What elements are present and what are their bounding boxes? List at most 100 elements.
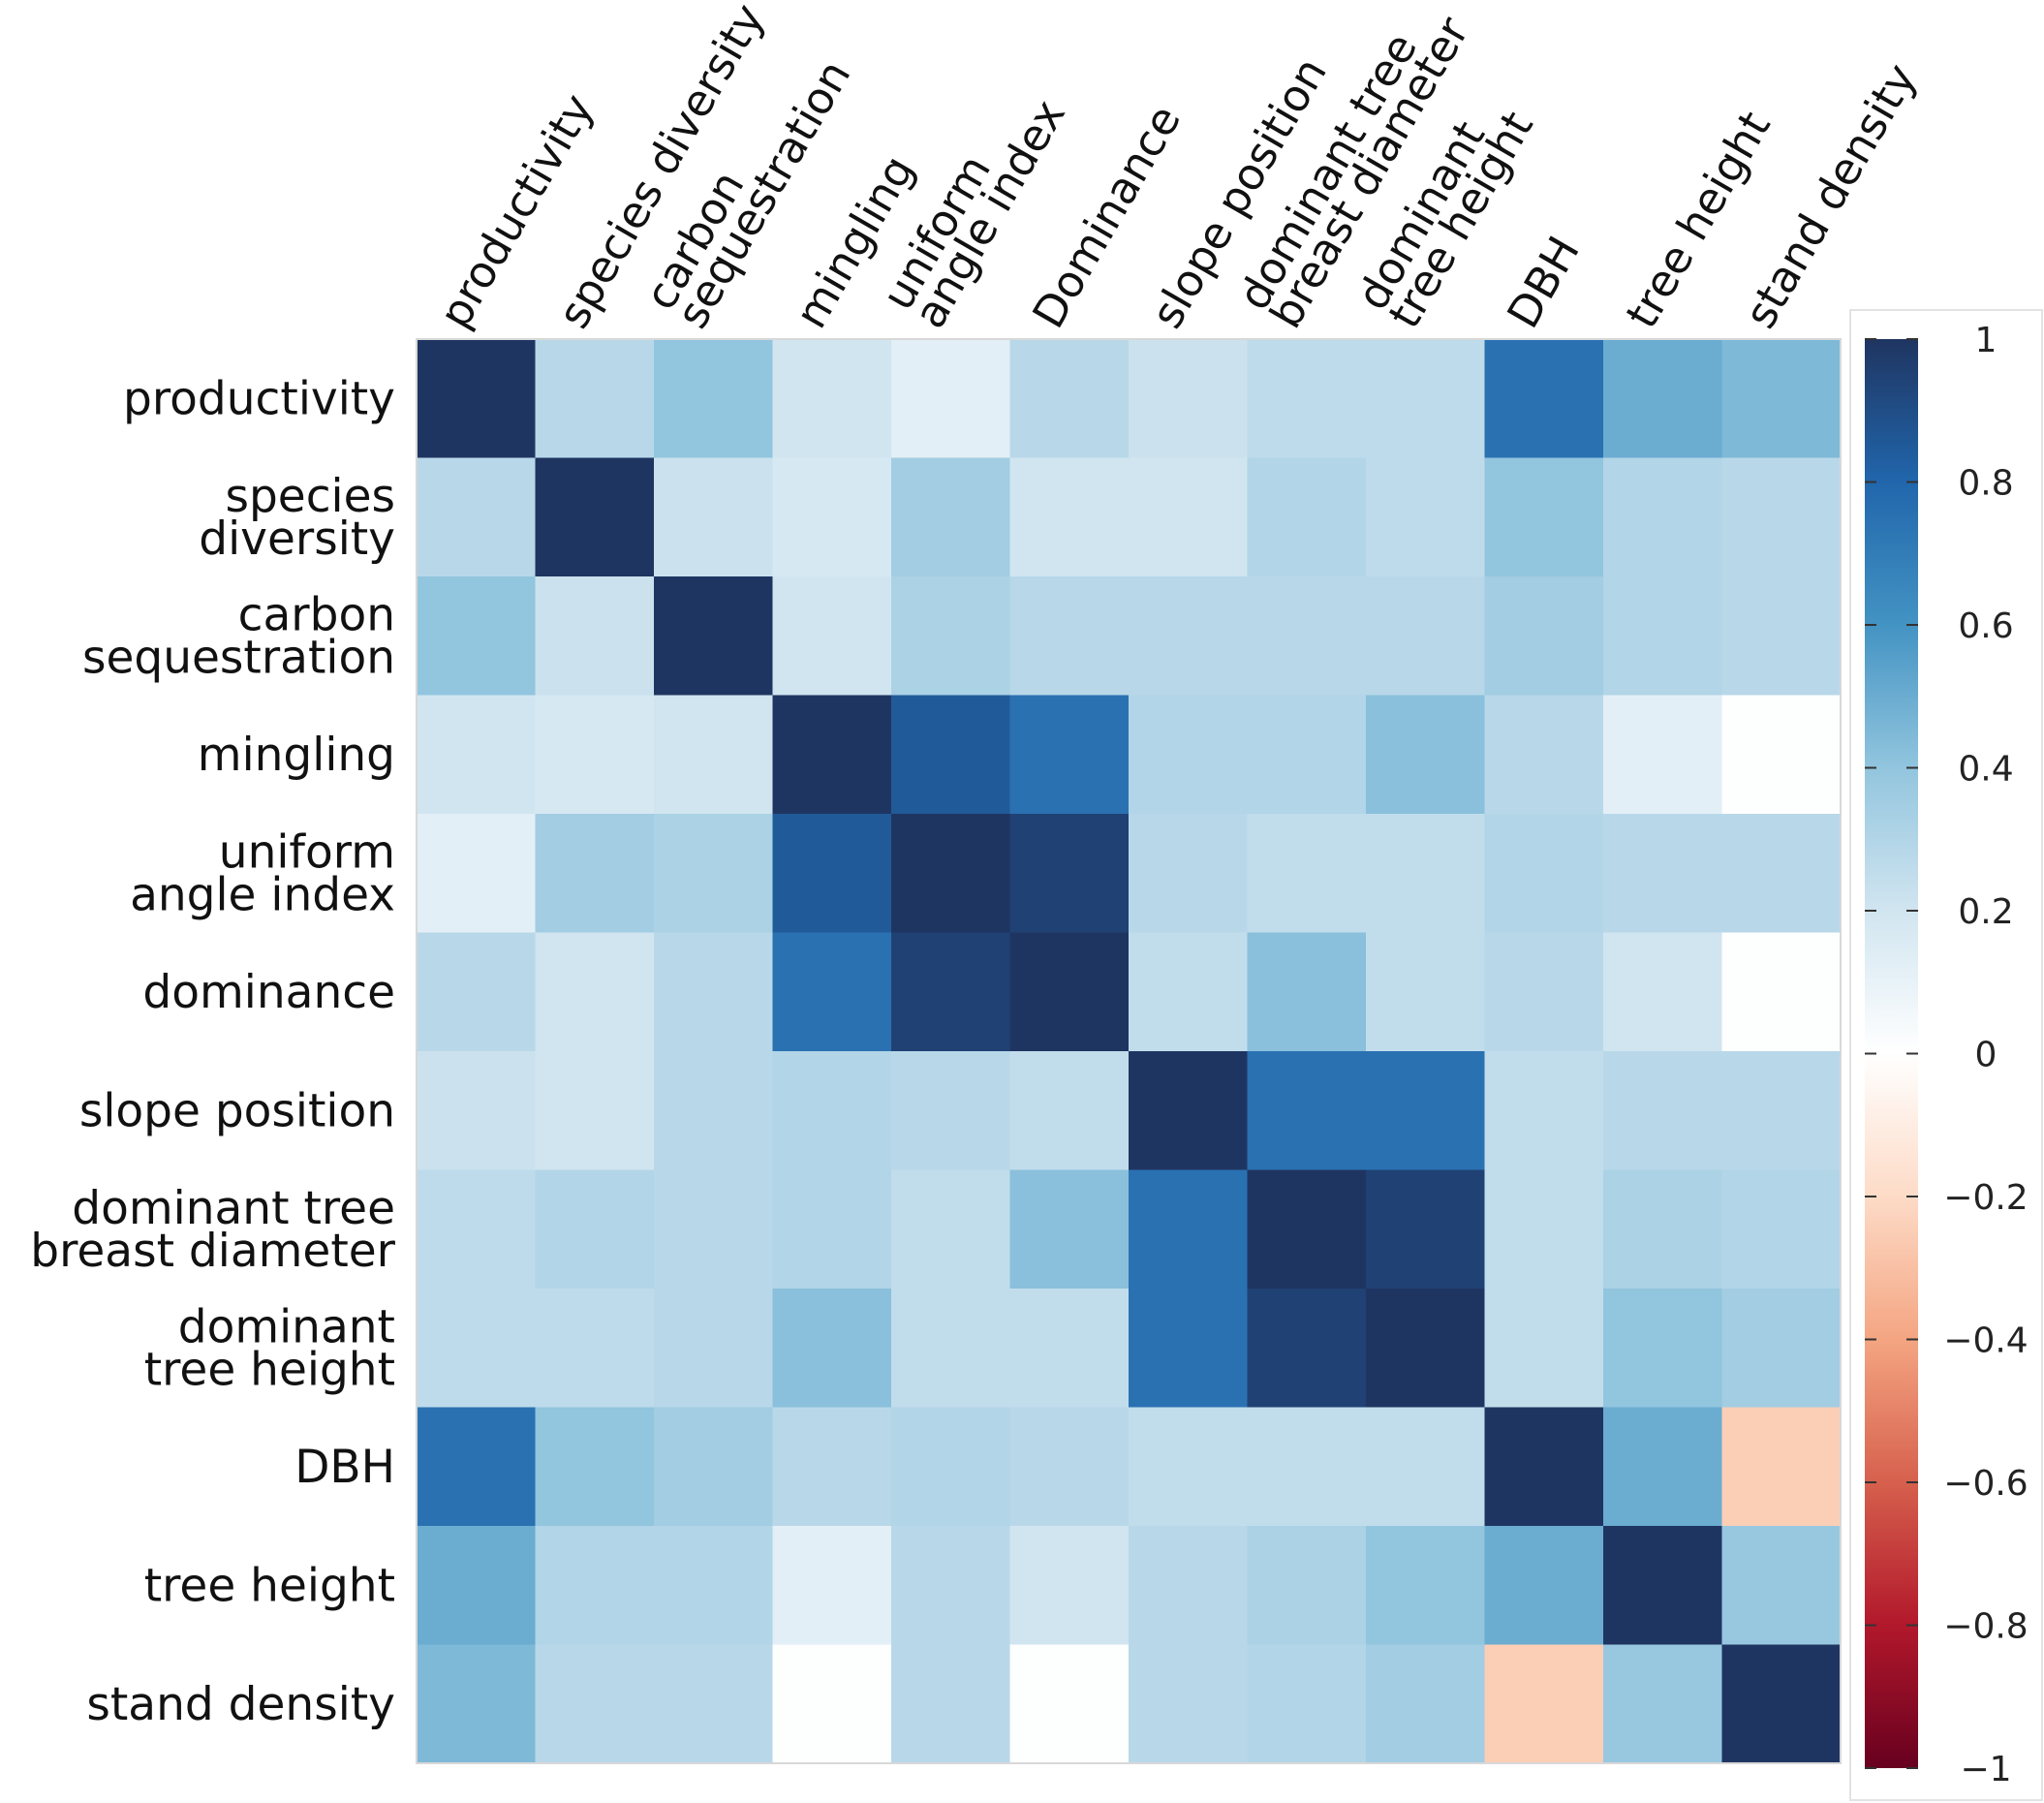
heatmap-cell [1009, 339, 1130, 459]
heatmap-cell [654, 1407, 774, 1527]
colorbar-ticks: 1 0.8 0.6 0.4 0.2 0 −0.2 −0.4 −0.6 −0.8 −1 [1865, 321, 2029, 1789]
heatmap-cell [1009, 1526, 1130, 1646]
colorbar-tick-label: −0.6 [1943, 1464, 2028, 1504]
row-label: tree height [144, 1559, 395, 1612]
heatmap-cell [535, 1407, 655, 1527]
heatmap-cell [1009, 1407, 1130, 1527]
heatmap-cell [1129, 814, 1249, 934]
row-label: tree height [144, 1343, 395, 1396]
heatmap-cell [654, 814, 774, 934]
heatmap-cell [1484, 1407, 1604, 1527]
heatmap-cell [1603, 576, 1723, 697]
heatmap-cell [1009, 457, 1130, 577]
heatmap-cell [1247, 1051, 1367, 1171]
heatmap-cell [417, 1407, 537, 1527]
heatmap-cell [1603, 1407, 1723, 1527]
heatmap-cell [1721, 1169, 1842, 1290]
heatmap-cell [772, 339, 892, 459]
heatmap-cell [1129, 1407, 1249, 1527]
colorbar-tick-label: 0.2 [1958, 892, 2013, 932]
heatmap-cell [891, 457, 1011, 577]
heatmap-cell [654, 932, 774, 1052]
heatmap-cell [417, 1289, 537, 1409]
heatmap-cell [535, 932, 655, 1052]
heatmap-cell [1247, 1644, 1367, 1764]
colorbar-tick-label: −0.2 [1943, 1178, 2028, 1218]
heatmap-cell [772, 814, 892, 934]
heatmap-cell [891, 1289, 1011, 1409]
heatmap-cell [891, 695, 1011, 815]
heatmap-cell [1009, 1289, 1130, 1409]
heatmap-cell [1247, 932, 1367, 1052]
heatmap-cell [1366, 576, 1486, 697]
heatmap-cell [772, 932, 892, 1052]
heatmap-cell [1603, 457, 1723, 577]
heatmap-cell [891, 339, 1011, 459]
colorbar-tick-label: −1 [1960, 1750, 2011, 1789]
heatmap-cell [417, 339, 537, 459]
heatmap-cell [1721, 1644, 1842, 1764]
row-label: sequestration [82, 631, 395, 684]
heatmap-cell [654, 457, 774, 577]
heatmap-cell [1721, 1051, 1842, 1171]
heatmap-cell [1247, 1407, 1367, 1527]
heatmap-cell [535, 814, 655, 934]
heatmap-cell [654, 339, 774, 459]
heatmap-cell [654, 1526, 774, 1646]
heatmap-cell [654, 695, 774, 815]
heatmap-cell [1721, 1407, 1842, 1527]
heatmap-cell [1484, 1644, 1604, 1764]
colorbar-tick-label: −0.8 [1943, 1607, 2028, 1647]
heatmap-cell [1009, 814, 1130, 934]
heatmap-cell [891, 1169, 1011, 1290]
heatmap-cell [1721, 576, 1842, 697]
heatmap-cell [1721, 339, 1842, 459]
heatmap-cell [1484, 814, 1604, 934]
colorbar-tick-label: 0.8 [1958, 464, 2013, 504]
heatmap-cell [535, 339, 655, 459]
heatmap-cell [1009, 932, 1130, 1052]
heatmap-cell [654, 576, 774, 697]
heatmap-cell [891, 576, 1011, 697]
heatmap-cell [535, 576, 655, 697]
heatmap-cell [1129, 1169, 1249, 1290]
colorbar: 1 0.8 0.6 0.4 0.2 0 −0.2 −0.4 −0.6 −0.8 −1 [1849, 309, 2043, 1801]
heatmap-cell [1484, 1526, 1604, 1646]
heatmap-cell [772, 1526, 892, 1646]
heatmap-cells [417, 339, 1842, 1764]
heatmap-cell [1366, 1051, 1486, 1171]
heatmap-cell [1129, 932, 1249, 1052]
heatmap-cell [1129, 695, 1249, 815]
heatmap-cell [1009, 576, 1130, 697]
heatmap-cell [417, 932, 537, 1052]
heatmap-cell [1247, 339, 1367, 459]
heatmap-cell [1721, 932, 1842, 1052]
row-label: dominant tree [72, 1182, 395, 1235]
matrix-border [416, 338, 1842, 1764]
heatmap-cell [1366, 457, 1486, 577]
heatmap-cell [1366, 695, 1486, 815]
heatmap-cell [772, 576, 892, 697]
column-label-group: DBH [1497, 228, 1590, 337]
heatmap-cell [654, 1289, 774, 1409]
heatmap-cell [417, 1051, 537, 1171]
row-label: uniform [219, 825, 395, 879]
row-label: diversity [199, 513, 395, 566]
heatmap-cell [417, 576, 537, 697]
heatmap-cell [1603, 1644, 1723, 1764]
heatmap-cell [891, 1526, 1011, 1646]
heatmap-cell [1484, 695, 1604, 815]
heatmap-cell [417, 695, 537, 815]
heatmap-cell [1366, 1644, 1486, 1764]
heatmap-cell [535, 1051, 655, 1171]
heatmap-cell [1484, 339, 1604, 459]
heatmap-cell [1247, 695, 1367, 815]
heatmap-cell [772, 695, 892, 815]
heatmap-cell [1484, 1289, 1604, 1409]
row-label: species [225, 470, 395, 523]
row-label: dominant [178, 1300, 395, 1353]
heatmap-cell [1366, 814, 1486, 934]
heatmap-cell [772, 1169, 892, 1290]
